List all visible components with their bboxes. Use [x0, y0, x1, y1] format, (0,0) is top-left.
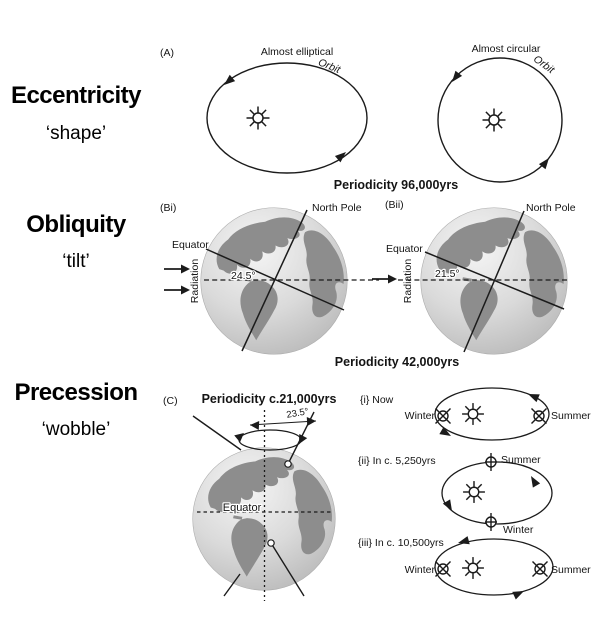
summer-label: Summer — [501, 454, 541, 466]
eccentricity-heading: Eccentricity — [0, 84, 152, 108]
orbit-i-label: {i} Now — [360, 394, 394, 406]
equator-line — [205, 248, 345, 311]
axis-pivot-marker — [267, 539, 275, 547]
obliquity-heading: Obliquity — [0, 213, 152, 237]
orbit-label-left: Orbit — [316, 56, 343, 76]
circular-orbit-path — [437, 57, 563, 183]
orbit-ii-label: {ii} In c. 5,250yrs — [358, 455, 436, 467]
orbit-arrow-icon — [439, 426, 454, 440]
winter-label: Winter — [405, 564, 436, 576]
sun-icon — [462, 480, 486, 504]
north-pole-label-bi: North Pole — [312, 202, 362, 214]
sun-icon — [481, 107, 507, 133]
precession-subtitle: ‘wobble’ — [41, 419, 111, 440]
panel-bi-label: (Bi) — [160, 202, 176, 214]
precession-title: Precession — [14, 379, 138, 406]
orbit-path — [434, 538, 554, 596]
obliquity-subtitle: ‘tilt’ — [62, 251, 90, 272]
sun-icon — [461, 556, 485, 580]
precession-heading: Precession — [0, 381, 152, 405]
equator-label-c: Equator — [223, 502, 262, 514]
eccentricity-periodicity: Periodicity 96,000yrs — [334, 178, 458, 192]
earth-winter-icon — [434, 560, 452, 578]
panel-b-obliquity: (Bi) North Pole Equator Radiation 24.5° … — [160, 199, 576, 369]
earth-winter-icon — [484, 512, 498, 532]
radiation-label-bi: Radiation — [189, 259, 201, 304]
equator-label-bi: Equator — [172, 239, 209, 251]
orbit-iii-label: {iii} In c. 10,500yrs — [358, 537, 444, 549]
wobble-axis-segment — [223, 573, 241, 597]
wobble-axis-segment — [270, 542, 305, 597]
sun-icon — [245, 105, 271, 131]
equator-label-bii: Equator — [386, 243, 423, 255]
tilt-angle-bii: 21.5° — [435, 268, 460, 280]
globe-c — [193, 448, 336, 591]
panel-a-label: (A) — [160, 47, 174, 59]
eccentricity-title: Eccentricity — [10, 82, 142, 109]
winter-label: Winter — [405, 410, 436, 422]
summer-label: Summer — [551, 410, 591, 422]
orbit-arrow-icon — [442, 499, 456, 514]
earth-summer-icon — [531, 560, 549, 578]
north-pole-label-bii: North Pole — [526, 202, 576, 214]
eccentricity-subtitle: ‘shape’ — [45, 123, 107, 144]
earth-winter-icon — [434, 407, 452, 425]
wobble-angle-label: 23.5° — [286, 406, 310, 421]
orbit-arrow-icon — [456, 536, 470, 548]
panel-c-precession: (C) Periodicity c.21,000yrs 23.5° Equato… — [163, 387, 591, 601]
summer-label: Summer — [551, 564, 591, 576]
radiation-arrow-icon — [388, 274, 397, 284]
precession-periodicity: Periodicity c.21,000yrs — [202, 392, 337, 406]
obliquity-title: Obliquity — [26, 211, 126, 238]
axis-pivot-marker — [284, 460, 292, 468]
panel-c-label: (C) — [163, 395, 178, 407]
tilt-angle-bi: 24.5° — [231, 270, 256, 282]
sun-icon — [461, 402, 485, 426]
winter-label: Winter — [503, 524, 534, 536]
orbit-path — [441, 461, 553, 525]
radiation-label-bii: Radiation — [402, 259, 414, 304]
precession-orbit-10500: {iii} In c. 10,500yrs Winter Summer — [358, 536, 591, 600]
wobble-arrow-icon — [234, 429, 247, 443]
panel-bii-label: (Bii) — [385, 199, 404, 211]
panel-a-eccentricity: (A) Almost elliptical Orbit Almost circu… — [160, 43, 563, 192]
orbit-path — [434, 387, 550, 441]
circular-caption: Almost circular — [472, 43, 541, 55]
angle-arrow — [249, 420, 317, 426]
precession-orbit-5250: {ii} In c. 5,250yrs Summer Winter — [358, 452, 553, 536]
angle-arrow-icon — [249, 420, 260, 430]
obliquity-periodicity: Periodicity 42,000yrs — [335, 355, 459, 369]
orbit-arrow-icon — [512, 587, 526, 600]
earth-summer-icon — [530, 407, 548, 425]
earth-summer-icon — [484, 452, 498, 472]
polar-axis-line — [463, 210, 525, 353]
wobble-axis-segment — [192, 415, 242, 451]
equator-line — [424, 251, 565, 310]
orbit-label-right: Orbit — [531, 53, 557, 77]
elliptical-orbit-path — [206, 62, 368, 174]
precession-orbit-now: {i} Now Winter Summer — [360, 387, 591, 441]
orbit-arrow-icon — [526, 390, 540, 403]
wobble-arrow-icon — [295, 433, 308, 447]
orbit-arrow-icon — [527, 473, 541, 488]
wobble-rotation-path — [238, 429, 302, 451]
elliptical-caption: Almost elliptical — [261, 46, 333, 58]
